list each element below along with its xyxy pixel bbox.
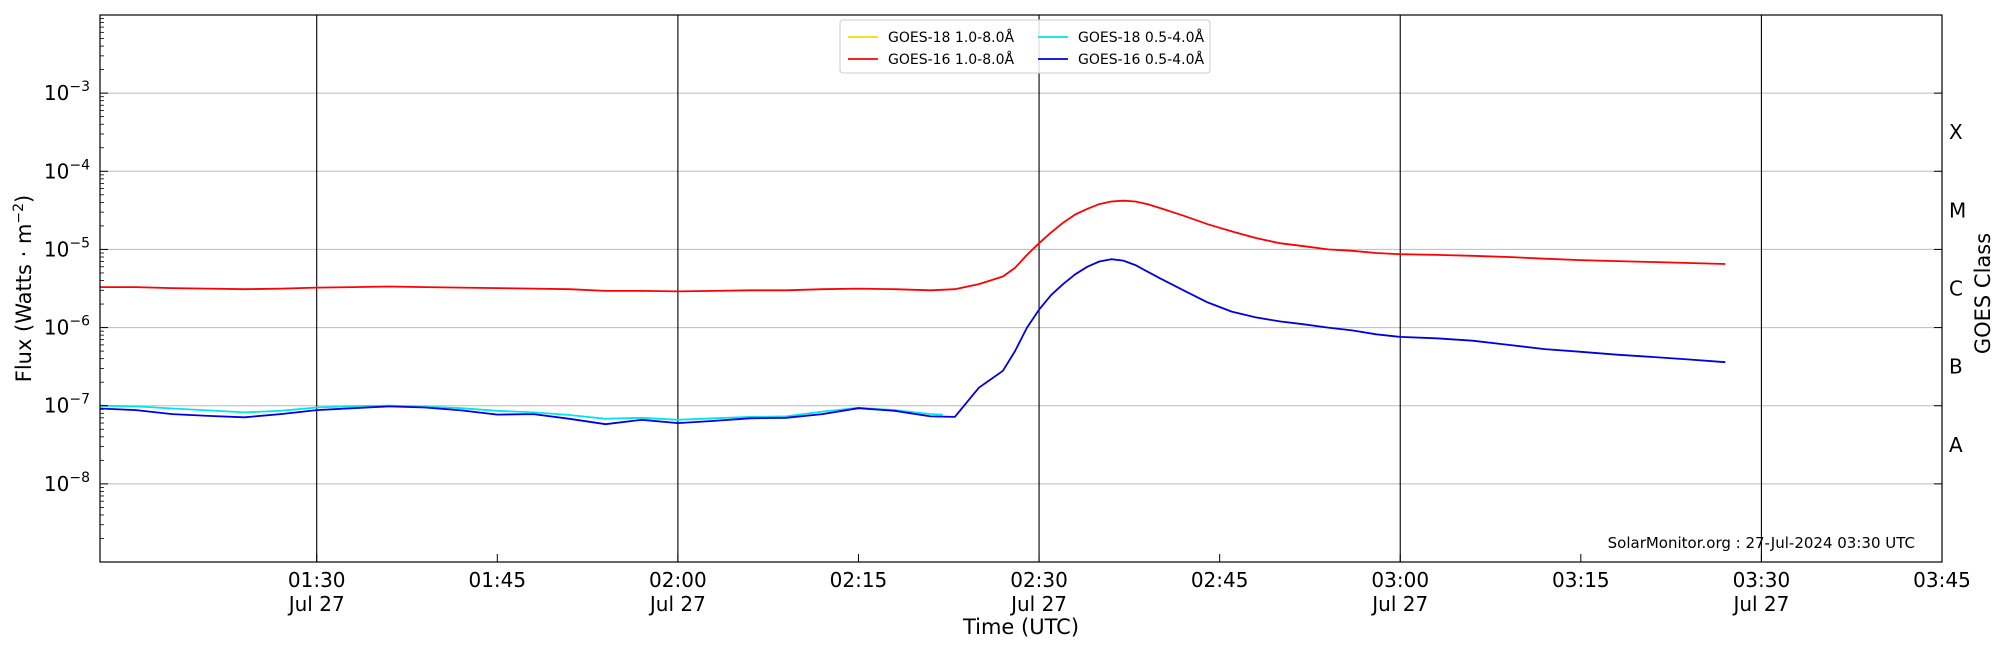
legend-entry: GOES-18 0.5-4.0Å	[1038, 29, 1204, 46]
legend: GOES-18 1.0-8.0Å GOES-16 1.0-8.0Å GOES-18 …	[839, 19, 1211, 74]
x-tick-label: 03:15	[1552, 568, 1610, 592]
x-tick-label: 01:45	[468, 568, 526, 592]
series-line	[100, 199, 1726, 293]
goes-class-label: B	[1949, 355, 1963, 379]
x-tick-label: 02:30	[1010, 568, 1068, 592]
x-tick-label: 03:45	[1913, 568, 1971, 592]
y-tick-label: 10−8	[44, 470, 90, 496]
credit-text: SolarMonitor.org : 27-Jul-2024 03:30 UTC	[1608, 534, 1915, 552]
y-tick-label: 10−7	[44, 392, 90, 418]
legend-entry: GOES-18 1.0-8.0Å	[848, 29, 1014, 46]
x-tick-label: 01:30	[288, 568, 346, 592]
goes-class-labels: A B C M X	[1949, 120, 1966, 457]
legend-box	[839, 19, 1211, 74]
x-tick-date-label: Jul 27	[1009, 592, 1067, 616]
y-axis-ticks: 10−8 10−7 10−6 10−5 10−4 10−3	[44, 18, 1942, 539]
legend-label: GOES-16 0.5-4.0Å	[1078, 51, 1204, 68]
x-tick-label: 02:45	[1191, 568, 1249, 592]
y-axis-title: Flux (Watts · m−2)	[11, 195, 36, 383]
goes-class-label: M	[1949, 198, 1966, 222]
x-tick-label: 02:15	[830, 568, 888, 592]
legend-entry: GOES-16 0.5-4.0Å	[1038, 51, 1204, 68]
grid-layer	[100, 92, 1942, 485]
goes-class-label: C	[1949, 277, 1963, 301]
goes-class-label: A	[1949, 433, 1963, 457]
x-axis-title: Time (UTC)	[962, 615, 1079, 639]
legend-label: GOES-16 1.0-8.0Å	[888, 51, 1014, 68]
series-line	[99, 404, 943, 421]
goes-class-axis-title: GOES Class	[1971, 233, 1995, 354]
y-tick-label: 10−4	[44, 157, 90, 183]
legend-label: GOES-18 0.5-4.0Å	[1078, 29, 1204, 46]
legend-entry: GOES-16 1.0-8.0Å	[848, 51, 1014, 68]
x-tick-label: 03:00	[1371, 568, 1429, 592]
y-tick-label: 10−6	[44, 314, 90, 340]
x-tick-date-label: Jul 27	[287, 592, 345, 616]
series-layer	[99, 199, 1726, 426]
plot-frame	[99, 14, 1943, 563]
legend-label: GOES-18 1.0-8.0Å	[888, 29, 1014, 46]
x-tick-label: 02:00	[649, 568, 707, 592]
x-tick-date-label: Jul 27	[1370, 592, 1428, 616]
x-tick-label: 03:30	[1733, 568, 1791, 592]
series-line	[99, 258, 1726, 426]
x-tick-date-label: Jul 27	[1731, 592, 1789, 616]
x-tick-date-label: Jul 27	[648, 592, 706, 616]
y-tick-label: 10−3	[44, 79, 90, 105]
y-tick-label: 10−5	[44, 235, 90, 261]
goes-class-label: X	[1949, 120, 1963, 144]
